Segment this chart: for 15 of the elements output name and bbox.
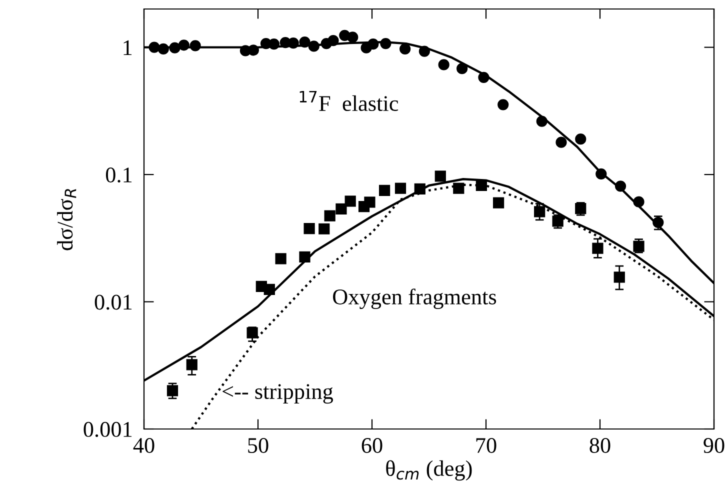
- y-tick-label: 0.001: [84, 422, 132, 438]
- annotation: Oxygen fragments: [333, 288, 496, 310]
- y-tick-label: 1: [124, 40, 132, 56]
- x-tick-label: 70: [476, 438, 496, 453]
- x-tick-label: 50: [248, 438, 268, 453]
- y-tick-label: 0.01: [94, 294, 132, 310]
- x-tick-label: 80: [590, 438, 610, 453]
- x-tick-label: 40: [133, 438, 154, 453]
- x-axis-title: θ$_{cm}$ (deg): [386, 460, 472, 481]
- y-axis-title: dσ/dσ$_{R}$: [57, 189, 76, 250]
- y-tick-label: 0.1: [106, 167, 132, 183]
- annotation: $^{17}$F elastic: [300, 90, 398, 112]
- annotation: <-- stripping: [222, 384, 333, 404]
- x-tick-label: 60: [362, 438, 382, 453]
- x-tick-label: 90: [704, 438, 724, 453]
